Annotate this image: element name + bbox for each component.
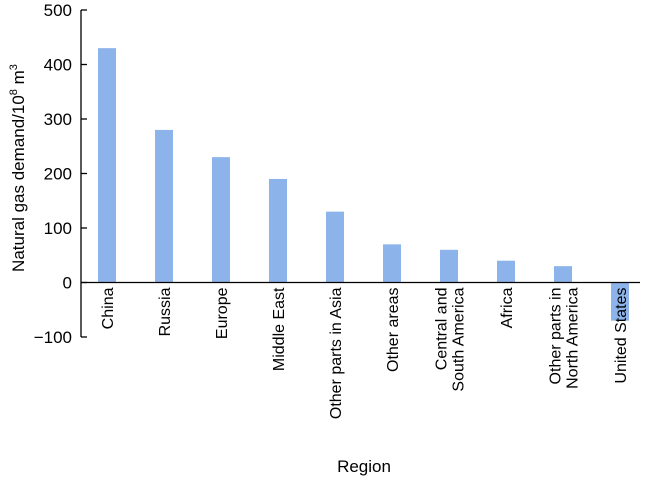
bar-united-states [611, 282, 629, 321]
bar-other-areas [383, 244, 401, 283]
bar-middle-east [269, 178, 287, 283]
bar-russia [155, 129, 173, 283]
bar-china [98, 48, 116, 283]
x-axis-title: Region [337, 457, 391, 476]
category-label: Other areas [385, 288, 402, 372]
category-label-line: Middle East [271, 287, 288, 371]
category-label-line: South America [451, 287, 468, 391]
category-label: Russia [157, 287, 174, 336]
y-tick-label: 100 [44, 219, 72, 238]
y-tick-label: 0 [63, 274, 72, 293]
category-labels-group: China Russia Europe Middle East Other parts … [100, 287, 630, 419]
category-label: Other parts in Asia [328, 287, 345, 419]
y-tick-label: 400 [44, 56, 72, 75]
bar-central-and-south-america [440, 249, 458, 283]
y-ticks-group: −100 0 100 200 300 400 500 [34, 1, 87, 347]
category-label: China [100, 287, 117, 329]
category-label-line: Europe [214, 287, 231, 339]
y-tick-label: 500 [44, 1, 72, 20]
bar-europe [212, 157, 230, 283]
category-label-line: Other parts in Asia [328, 287, 345, 419]
y-tick-label: 300 [44, 110, 72, 129]
y-axis-title-exponent: 8 [8, 89, 20, 95]
bar-other-parts-in-north-america [554, 266, 572, 283]
bar-africa [497, 260, 515, 283]
bar-other-parts-in-asia [326, 211, 344, 283]
category-label-line: United States [613, 288, 630, 384]
category-label-line: Russia [157, 287, 174, 336]
y-axis-title-unit: m [9, 70, 28, 89]
y-tick-label: −100 [34, 328, 72, 347]
category-label: Middle East [271, 287, 288, 371]
category-label: Europe [214, 287, 231, 339]
y-axis-title-main: Natural gas demand/10 [9, 95, 28, 272]
category-label: Africa [499, 287, 516, 328]
category-label: United States [613, 288, 630, 384]
category-label: Central andSouth America [434, 287, 468, 391]
category-label-line: Central and [434, 288, 451, 371]
category-label-line: Africa [499, 287, 516, 328]
category-label-line: Other parts in [548, 288, 565, 385]
y-axis-title-unit-exponent: 3 [8, 64, 20, 70]
y-tick-label: 200 [44, 165, 72, 184]
category-label-line: Other areas [385, 288, 402, 372]
category-label-line: North America [565, 287, 582, 388]
category-label-line: China [100, 287, 117, 329]
y-axis-title: Natural gas demand/108 m3 [8, 64, 28, 272]
bars-group [98, 48, 629, 321]
category-label: Other parts inNorth America [548, 287, 582, 388]
